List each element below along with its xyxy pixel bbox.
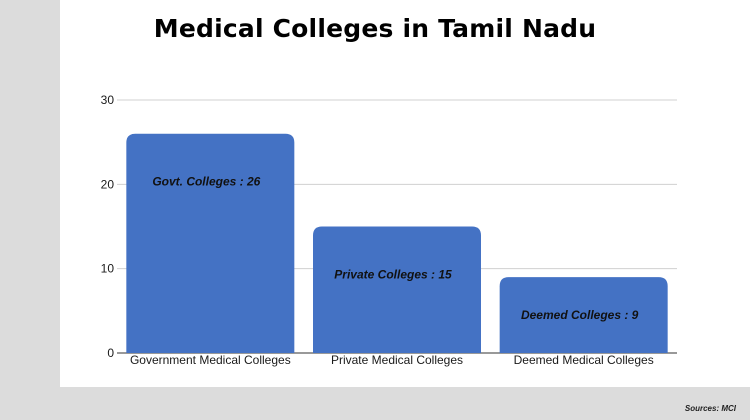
x-axis-categories: Government Medical Colleges Private Medic… [130, 353, 654, 367]
bars [126, 133, 668, 353]
y-tick-label: 30 [101, 93, 115, 107]
bar-data-label-2: Private Colleges : 15 [334, 268, 452, 282]
y-tick-label: 20 [101, 177, 115, 191]
x-category-label-3: Deemed Medical Colleges [514, 353, 654, 367]
chart-title: Medical Colleges in Tamil Nadu [153, 14, 597, 43]
bar-3 [499, 277, 668, 353]
y-tick-label: 0 [107, 346, 114, 360]
y-tick-label: 10 [101, 262, 115, 276]
x-category-label-2: Private Medical Colleges [331, 353, 463, 367]
bar-1 [126, 133, 295, 353]
x-category-label-1: Government Medical Colleges [130, 353, 291, 367]
y-axis-ticks: 0 10 20 30 [101, 93, 115, 360]
source-note: Sources: MCI [684, 404, 736, 413]
bar-2 [313, 226, 481, 353]
bar-data-label-3: Deemed Colleges : 9 [521, 308, 639, 322]
data-labels: Govt. Colleges : 26 Private Colleges : 15… [152, 175, 638, 322]
bar-data-label-1: Govt. Colleges : 26 [152, 175, 260, 189]
